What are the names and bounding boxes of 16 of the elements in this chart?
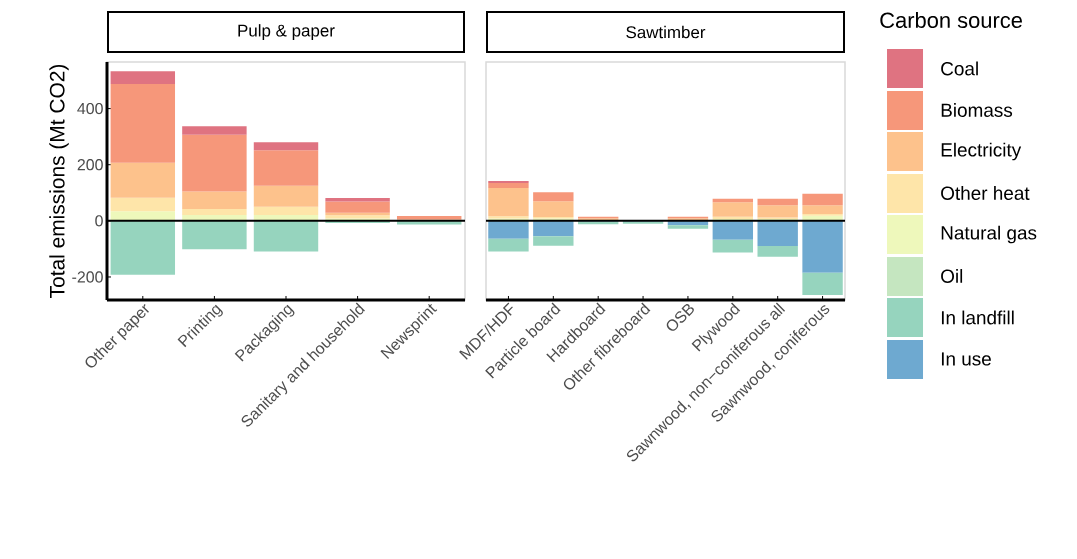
legend-label: Natural gas	[941, 225, 1037, 244]
legend-title: Carbon source	[880, 11, 1022, 29]
legend-label: Other heat	[941, 186, 1030, 200]
chart-title: Sawtimber	[626, 25, 706, 39]
legend-label: Biomass	[941, 103, 1013, 117]
y-axis-title: Total emissions (Mt CO2)	[49, 64, 69, 298]
y-tick-label: 200	[77, 159, 103, 171]
legend-label: Oil	[941, 269, 963, 283]
legend-label: Coal	[941, 61, 978, 76]
y-tick-label: 400	[77, 102, 103, 115]
y-tick-label: 0	[95, 215, 103, 227]
legend-label: Electricity	[941, 142, 1022, 161]
legend-label: In landfill	[941, 310, 1014, 325]
legend-label: In use	[941, 352, 991, 366]
y-tick-label: -200	[72, 271, 103, 283]
chart-title: Pulp & paper	[238, 24, 335, 40]
